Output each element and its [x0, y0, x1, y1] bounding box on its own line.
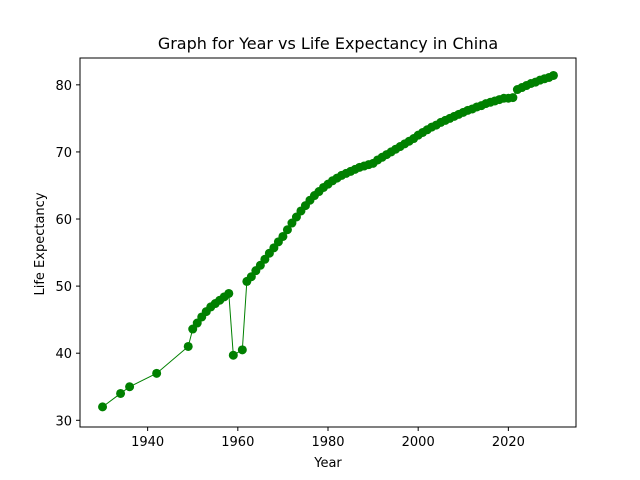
x-tick-label: 2020 — [492, 435, 525, 450]
series-line — [102, 74, 554, 408]
y-tick-label: 70 — [55, 146, 72, 161]
y-tick-label: 50 — [55, 280, 72, 295]
data-point — [224, 288, 234, 298]
data-point — [237, 345, 247, 355]
data-point — [278, 231, 288, 241]
x-tick-label: 1940 — [131, 435, 164, 450]
data-point — [508, 93, 518, 103]
data-point — [228, 350, 238, 360]
plot-frame — [79, 57, 577, 428]
x-tick-label: 1960 — [221, 435, 254, 450]
chart-title: Graph for Year vs Life Expectancy in Chi… — [158, 34, 498, 53]
y-tick-label: 40 — [55, 347, 72, 362]
data-point — [116, 388, 126, 398]
plot-area: 1940 1960 1980 2000 2020 30 40 50 60 70 80 — [55, 70, 558, 450]
y-tick-label: 30 — [55, 414, 72, 429]
data-point — [183, 341, 193, 351]
data-point — [548, 70, 558, 80]
x-tick-label: 2000 — [402, 435, 435, 450]
x-axis-label: Year — [313, 456, 342, 471]
y-tick-label: 80 — [55, 79, 72, 94]
data-point — [125, 382, 135, 392]
data-point — [152, 368, 162, 378]
data-point — [282, 225, 292, 235]
x-tick-label: 1980 — [311, 435, 344, 450]
y-tick-label: 60 — [55, 213, 72, 228]
data-point — [98, 402, 108, 412]
y-axis-label: Life Expectancy — [33, 192, 48, 295]
